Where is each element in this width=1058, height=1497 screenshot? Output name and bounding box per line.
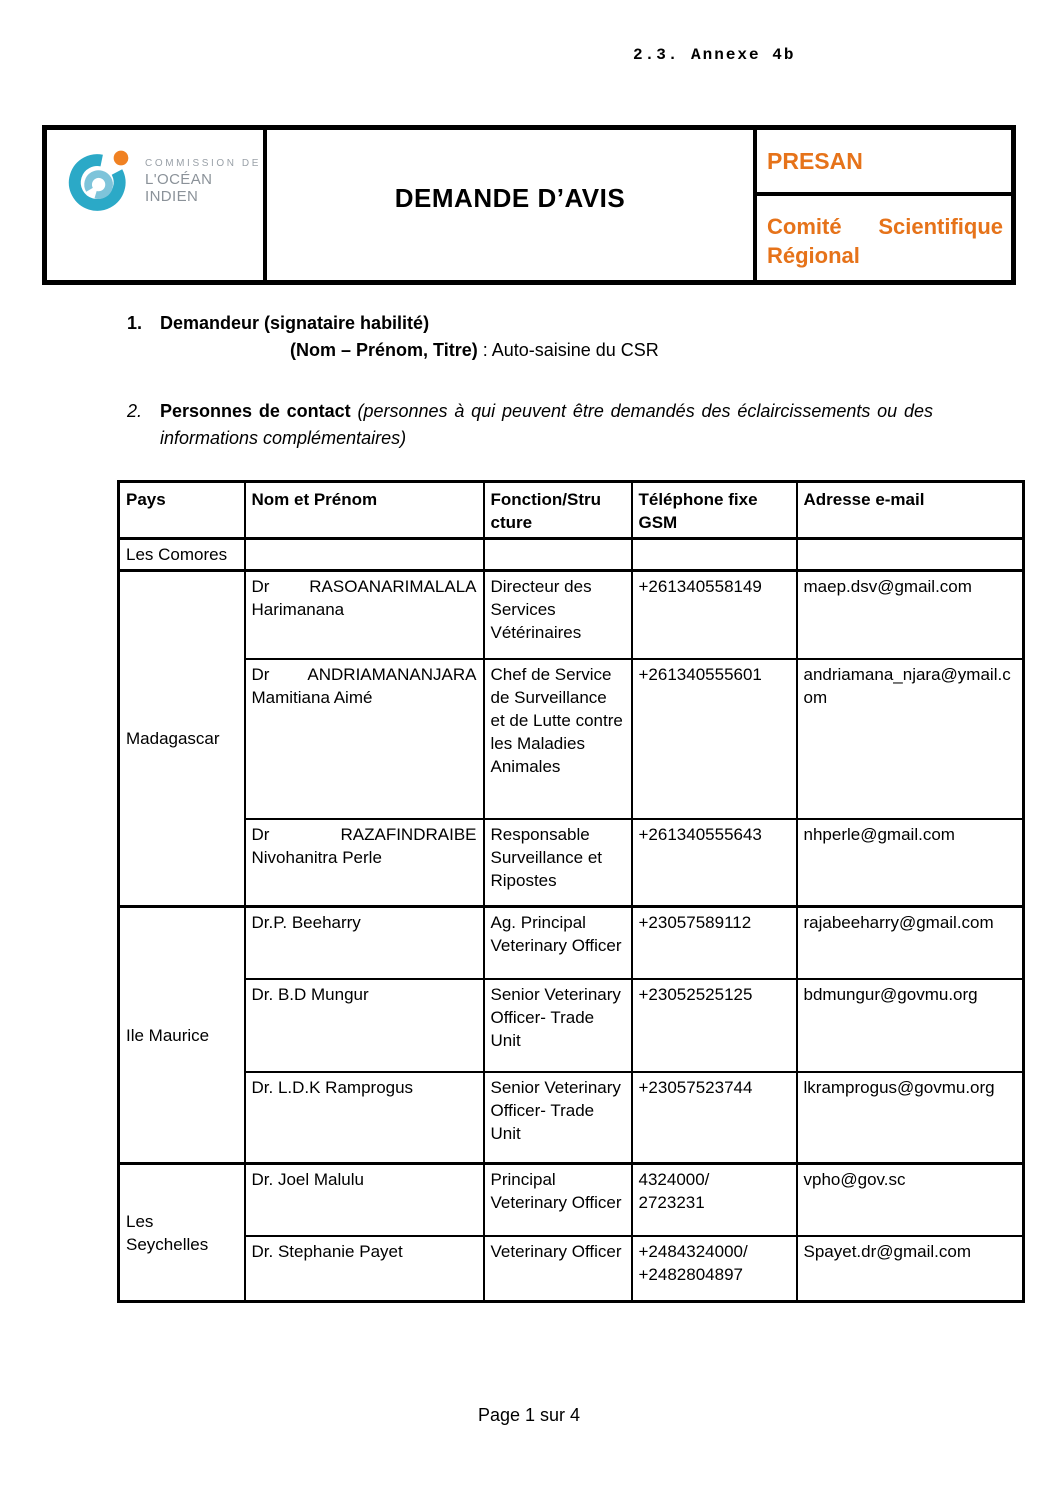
table-header-row: Pays Nom et Prénom Fonction/Stru cture T… bbox=[117, 480, 1025, 540]
email-cell: rajabeeharry@gmail.com bbox=[795, 905, 1025, 980]
phone-cell bbox=[630, 537, 798, 572]
section-1-heading: Demandeur (signataire habilité) bbox=[160, 313, 430, 333]
phone-cell: +261340558149 bbox=[630, 569, 798, 660]
email-cell: nhperle@gmail.com bbox=[795, 817, 1025, 908]
section-2-number: 2. bbox=[127, 401, 143, 421]
name-cell: Dr RASOANARIMALALA Harimanana bbox=[243, 569, 485, 660]
committee-cell: Comité Scientifique Régional bbox=[757, 196, 1011, 280]
section-2-heading: Personnes de contact bbox=[160, 401, 351, 421]
email-cell: andriamana_njara@ymail.com bbox=[795, 657, 1025, 820]
program-label: PRESAN bbox=[767, 147, 863, 174]
committee-label: Comité Scientifique Régional bbox=[767, 214, 1003, 268]
column-header-fonction: Fonction/Stru cture bbox=[482, 480, 633, 540]
logo-text-line1: COMMISSION DE bbox=[145, 158, 262, 169]
email-cell: lkramprogus@govmu.org bbox=[795, 1070, 1025, 1165]
function-cell: Principal Veterinary Officer bbox=[482, 1162, 633, 1237]
section-personnes-contact: 2. Personnes de contact (personnes à qui… bbox=[127, 398, 933, 452]
function-cell: Senior Veterinary Officer- Trade Unit bbox=[482, 977, 633, 1073]
function-cell: Responsable Surveillance et Ripostes bbox=[482, 817, 633, 908]
phone-cell: +23057589112 bbox=[630, 905, 798, 980]
phone-cell: 4324000/ 2723231 bbox=[630, 1162, 798, 1237]
function-cell: Directeur des Services Vétérinaires bbox=[482, 569, 633, 660]
section-demandeur: 1. Demandeur (signataire habilité) (Nom … bbox=[127, 313, 659, 361]
function-cell: Ag. Principal Veterinary Officer bbox=[482, 905, 633, 980]
table-row: Dr ANDRIAMANANJARA Mamitiana Aimé Chef d… bbox=[119, 657, 1025, 820]
table-row: Les Seychelles Dr. Joel Malulu Principal… bbox=[117, 1162, 1025, 1303]
table-row: Dr. L.D.K Ramprogus Senior Veterinary Of… bbox=[119, 1070, 1025, 1165]
country-cell: Madagascar bbox=[117, 569, 246, 908]
email-cell: vpho@gov.sc bbox=[795, 1162, 1025, 1237]
email-cell: Spayet.dr@gmail.com bbox=[795, 1234, 1025, 1303]
table-row: Ile Maurice Dr.P. Beeharry Ag. Principal… bbox=[117, 905, 1025, 1165]
country-cell: Les Comores bbox=[117, 537, 246, 572]
logo-text-line2: L'OCÉAN INDIEN bbox=[145, 171, 213, 205]
name-cell bbox=[243, 537, 485, 572]
column-header-nom: Nom et Prénom bbox=[243, 480, 485, 540]
name-cell: Dr.P. Beeharry bbox=[243, 905, 485, 980]
name-cell: Dr. L.D.K Ramprogus bbox=[243, 1070, 485, 1165]
country-cell: Les Seychelles bbox=[117, 1162, 246, 1303]
name-cell: Dr. Stephanie Payet bbox=[243, 1234, 485, 1303]
phone-cell: +23052525125 bbox=[630, 977, 798, 1073]
table-row: Les Comores bbox=[117, 537, 1025, 572]
coi-logo-icon bbox=[65, 144, 135, 219]
program-cell: PRESAN bbox=[757, 130, 1011, 196]
title-cell: DEMANDE D’AVIS bbox=[267, 130, 757, 280]
header-box: COMMISSION DE L'OCÉAN INDIEN DEMANDE D’A… bbox=[42, 125, 1016, 285]
annex-annotation: 2.3. Annexe 4b bbox=[633, 46, 796, 64]
email-cell: maep.dsv@gmail.com bbox=[795, 569, 1025, 660]
table-row: Madagascar Dr RASOANARIMALALA Harimanana… bbox=[117, 569, 1025, 908]
page-number: Page 1 sur 4 bbox=[477, 1405, 581, 1425]
table-row: Dr. Stephanie Payet Veterinary Officer +… bbox=[119, 1234, 1025, 1303]
document-title: DEMANDE D’AVIS bbox=[394, 182, 626, 213]
name-cell: Dr. Joel Malulu bbox=[243, 1162, 485, 1237]
phone-cell: +261340555643 bbox=[630, 817, 798, 908]
logo-cell: COMMISSION DE L'OCÉAN INDIEN bbox=[47, 130, 267, 280]
function-cell: Veterinary Officer bbox=[482, 1234, 633, 1303]
nom-prenom-label: (Nom – Prénom, Titre) bbox=[290, 340, 478, 360]
column-header-telephone: Téléphone fixe GSM bbox=[630, 480, 798, 540]
country-cell: Ile Maurice bbox=[117, 905, 246, 1165]
contacts-table: Pays Nom et Prénom Fonction/Stru cture T… bbox=[117, 480, 1025, 1303]
section-1-number: 1. bbox=[127, 313, 143, 333]
function-cell: Chef de Service de Surveillance et de Lu… bbox=[482, 657, 633, 820]
name-cell: Dr ANDRIAMANANJARA Mamitiana Aimé bbox=[243, 657, 485, 820]
email-cell: bdmungur@govmu.org bbox=[795, 977, 1025, 1073]
nom-prenom-value: : Auto-saisine du CSR bbox=[477, 340, 659, 360]
name-cell: Dr. B.D Mungur bbox=[243, 977, 485, 1073]
email-cell bbox=[795, 537, 1025, 572]
table-row: Dr RAZAFINDRAIBE Nivohanitra Perle Respo… bbox=[119, 817, 1025, 908]
phone-cell: +2484324000/ +2482804897 bbox=[630, 1234, 798, 1303]
phone-cell: +261340555601 bbox=[630, 657, 798, 820]
name-cell: Dr RAZAFINDRAIBE Nivohanitra Perle bbox=[243, 817, 485, 908]
phone-cell: +23057523744 bbox=[630, 1070, 798, 1165]
function-cell: Senior Veterinary Officer- Trade Unit bbox=[482, 1070, 633, 1165]
function-cell bbox=[482, 537, 633, 572]
column-header-pays: Pays bbox=[117, 480, 246, 540]
logo-text: COMMISSION DE L'OCÉAN INDIEN bbox=[145, 158, 263, 205]
section-2-note: (personnes à qui peuvent être demandés d… bbox=[160, 401, 934, 448]
column-header-email: Adresse e-mail bbox=[795, 480, 1025, 540]
header-right-column: PRESAN Comité Scientifique Régional bbox=[757, 130, 1011, 280]
table-row: Dr. B.D Mungur Senior Veterinary Officer… bbox=[119, 977, 1025, 1073]
